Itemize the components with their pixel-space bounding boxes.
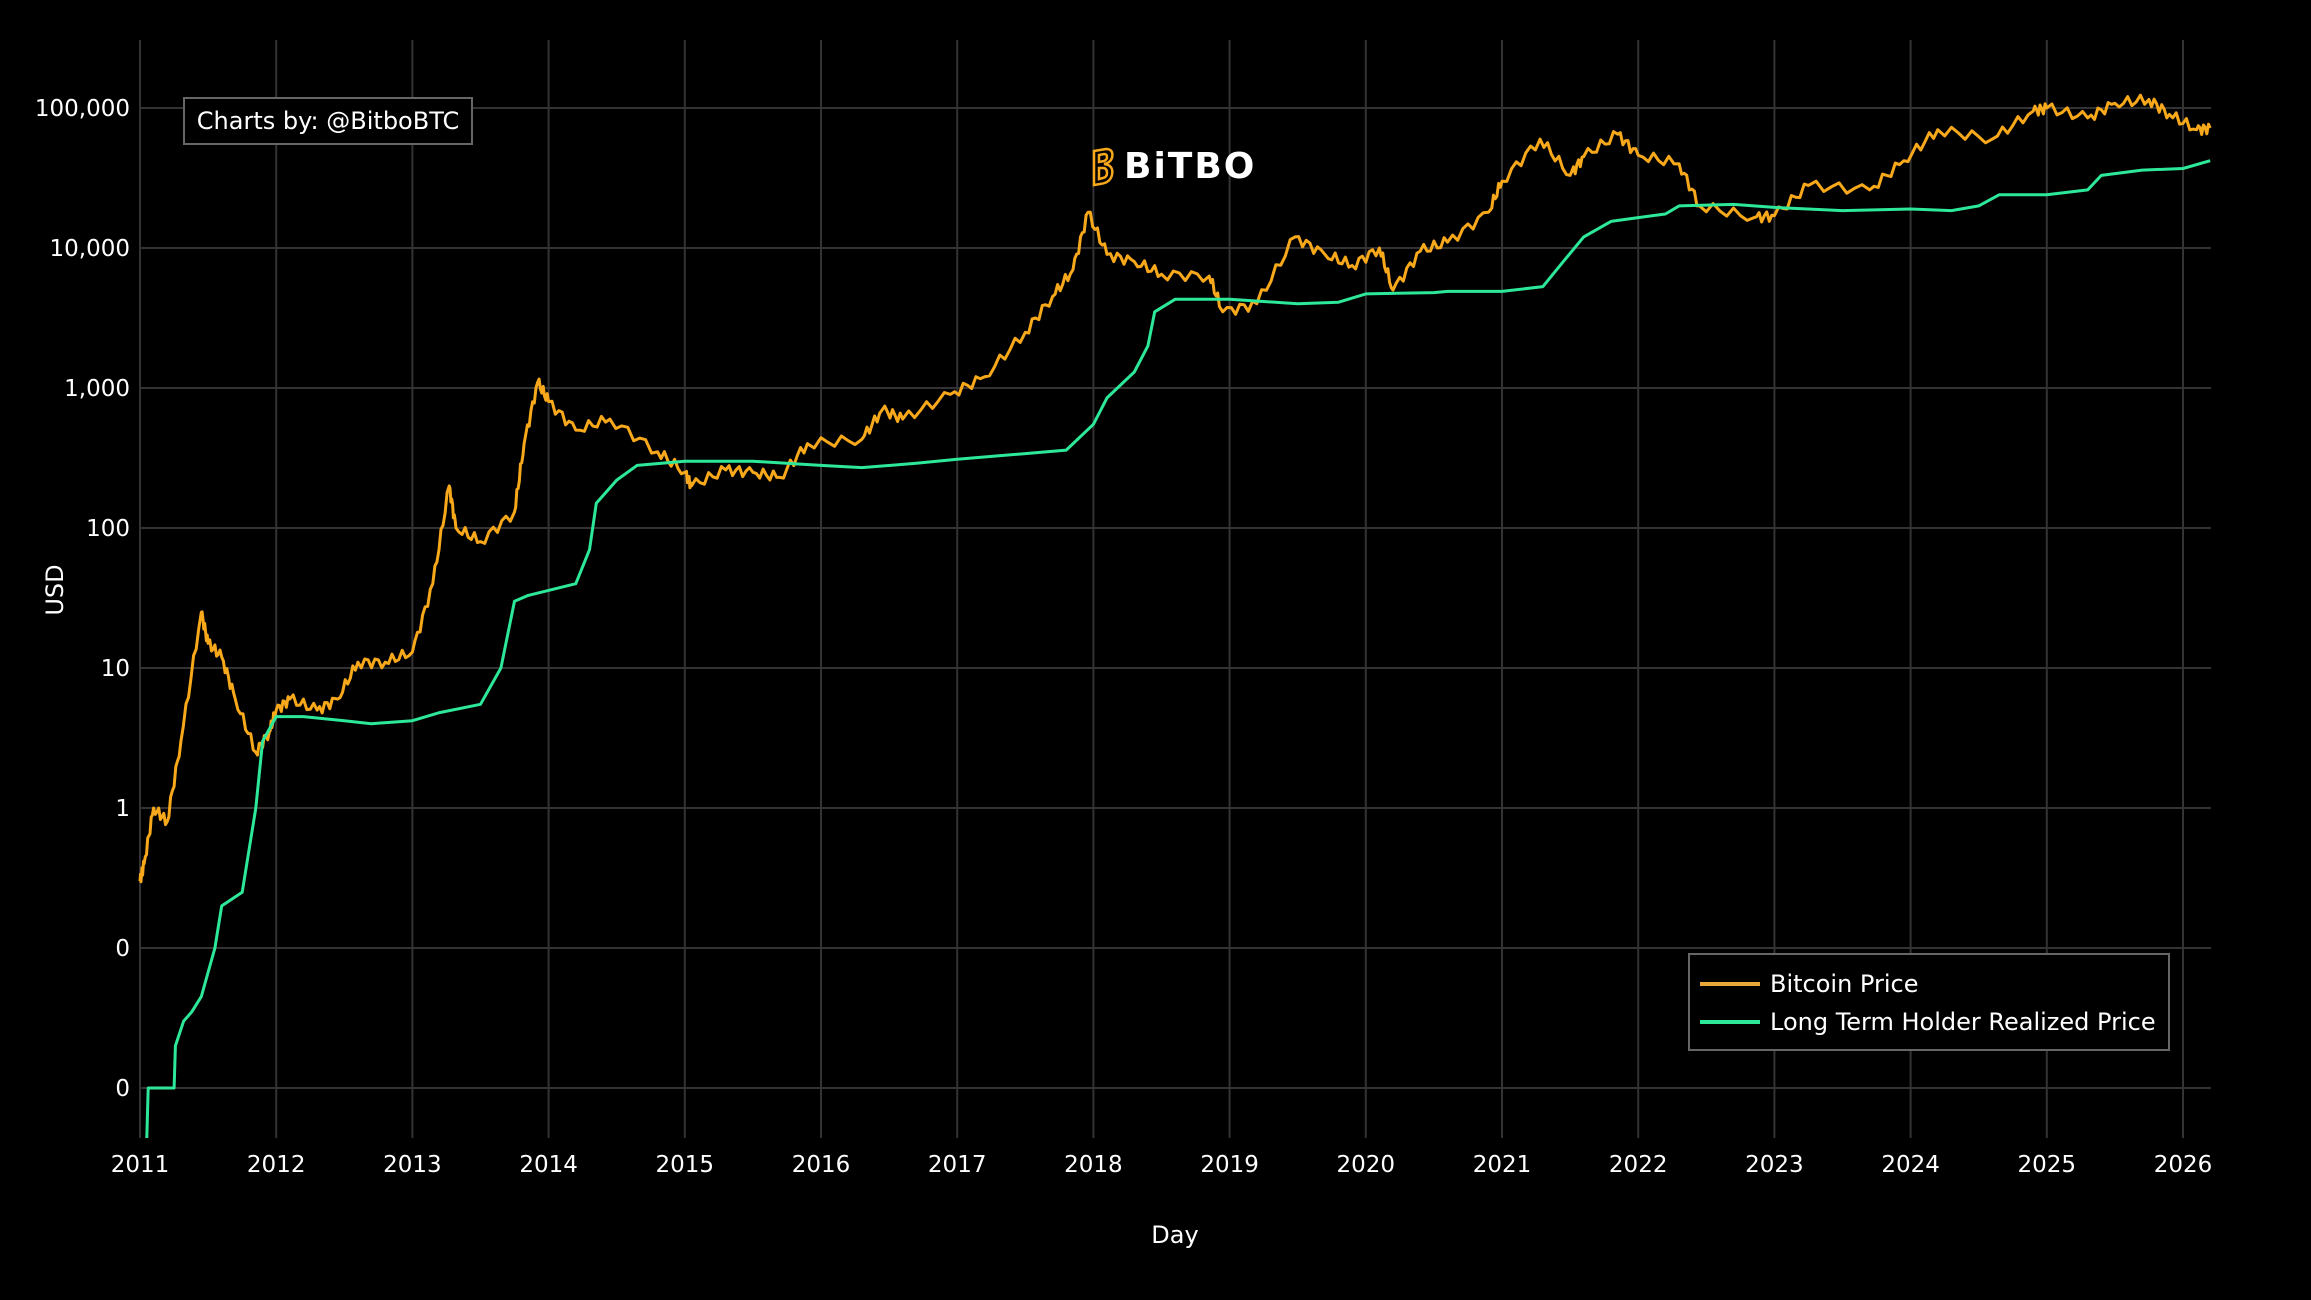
bitbo-logo: BiTBO (1090, 146, 1256, 187)
logo-text: BiTBO (1124, 146, 1257, 187)
y-tick-label: 100,000 (35, 96, 130, 122)
x-tick-label: 2012 (247, 1152, 306, 1178)
x-tick-label: 2015 (656, 1152, 715, 1178)
y-tick-label: 100 (86, 516, 130, 542)
y-tick-label: 10,000 (50, 236, 130, 262)
legend-label: Long Term Holder Realized Price (1770, 1008, 2156, 1036)
y-tick-label: 0 (115, 1076, 130, 1102)
bitcoin-price-line (138, 93, 2212, 884)
lth-realized-price-line (145, 159, 2211, 1139)
x-tick-label: 2018 (1064, 1152, 1123, 1178)
x-tick-label: 2022 (1609, 1152, 1668, 1178)
x-axis-label: Day (1151, 1221, 1198, 1249)
x-tick-labels: 2011 2012 2013 2014 2015 2016 2017 2018 2019 2020… (111, 1152, 2213, 1178)
x-tick-label: 2011 (111, 1152, 170, 1178)
series-lines (138, 93, 2212, 1139)
legend-swatch (1700, 1020, 1760, 1024)
legend: Bitcoin Price Long Term Holder Realized … (1688, 953, 2170, 1051)
x-tick-label: 2026 (2154, 1152, 2213, 1178)
legend-item-lth-realized-price[interactable]: Long Term Holder Realized Price (1700, 1003, 2168, 1041)
x-tick-label: 2019 (1200, 1152, 1259, 1178)
credit-box: Charts by: @BitboBTC (183, 97, 473, 145)
x-tick-label: 2017 (928, 1152, 987, 1178)
x-tick-label: 2013 (383, 1152, 442, 1178)
legend-item-bitcoin-price[interactable]: Bitcoin Price (1700, 965, 2168, 1003)
y-tick-label: 1 (115, 796, 130, 822)
x-tick-label: 2024 (1881, 1152, 1940, 1178)
y-axis-label: USD (41, 564, 69, 615)
x-tick-label: 2014 (519, 1152, 578, 1178)
bitbo-b-icon (1092, 147, 1114, 186)
x-tick-label: 2025 (2018, 1152, 2077, 1178)
x-tick-label: 2016 (792, 1152, 851, 1178)
legend-label: Bitcoin Price (1770, 970, 1919, 998)
legend-swatch (1700, 982, 1760, 986)
y-tick-label: 1,000 (64, 376, 130, 402)
x-tick-label: 2021 (1473, 1152, 1532, 1178)
x-tick-label: 2023 (1745, 1152, 1804, 1178)
y-tick-label: 10 (101, 656, 130, 682)
y-tick-label: 0 (115, 936, 130, 962)
x-tick-label: 2020 (1337, 1152, 1396, 1178)
